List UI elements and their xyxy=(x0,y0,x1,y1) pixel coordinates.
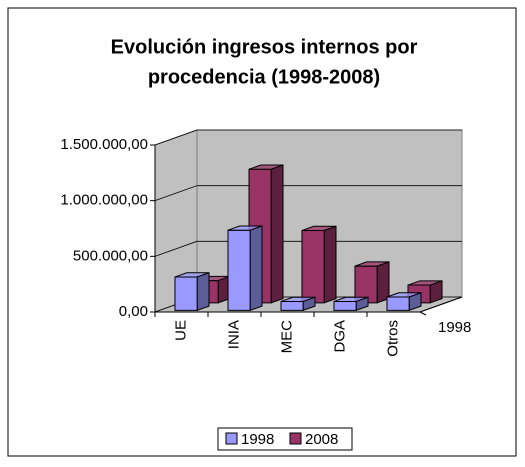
legend: 1998 2008 xyxy=(217,427,353,451)
bar-side xyxy=(196,272,210,312)
bar xyxy=(333,296,369,312)
legend-swatch xyxy=(225,432,238,445)
chart-title: procedencia (1998-2008) xyxy=(148,66,380,88)
legend-swatch xyxy=(289,432,302,445)
grid-line xyxy=(154,185,462,202)
bar xyxy=(280,296,316,312)
bar-side xyxy=(429,280,443,304)
bar-side xyxy=(323,225,337,304)
grid-line xyxy=(154,240,462,257)
bar-front xyxy=(280,300,304,311)
bar-front xyxy=(301,229,325,304)
depth-label: 1998 xyxy=(438,319,471,336)
bar-front xyxy=(174,276,198,311)
y-tick-label: 1.500.000,00 xyxy=(60,136,148,153)
chart-title: Evolución ingresos internos por xyxy=(111,36,418,58)
x-tick-label: Otros xyxy=(384,320,401,357)
bar-front xyxy=(333,300,357,311)
y-tick-label: 1.000.000,00 xyxy=(60,192,148,209)
x-tick-label: UE xyxy=(172,320,189,341)
legend-box xyxy=(217,427,353,451)
bar-side xyxy=(270,164,284,304)
y-tick-label: 500.000,00 xyxy=(73,247,148,264)
bar-front xyxy=(386,296,410,311)
bar-side xyxy=(249,225,263,312)
legend-label: 1998 xyxy=(241,431,274,448)
bar xyxy=(354,261,390,304)
bar-side xyxy=(302,296,316,312)
y-tick-label: 0,00 xyxy=(119,303,148,320)
bar-side xyxy=(408,292,422,312)
bar xyxy=(386,292,422,312)
depth-axis xyxy=(419,296,463,313)
depth-tick xyxy=(419,311,427,316)
bar xyxy=(174,272,210,312)
x-tick-label: DGA xyxy=(331,320,348,353)
bar-front xyxy=(227,229,251,311)
bar xyxy=(301,225,337,304)
legend-label: 2008 xyxy=(305,431,338,448)
x-tick-label: MEC xyxy=(278,320,295,354)
grid-line xyxy=(154,129,462,146)
bar xyxy=(227,225,263,312)
x-tick-label: INIA xyxy=(225,320,242,349)
bar-side xyxy=(355,296,369,312)
